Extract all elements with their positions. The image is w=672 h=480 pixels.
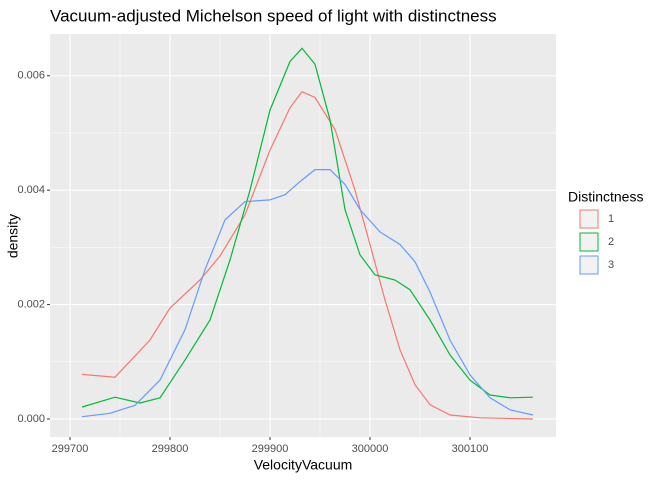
density-line bbox=[81, 47, 534, 408]
plot-panel bbox=[50, 34, 556, 437]
axes: 0.000 0.002 0.004 0.006 299700 299800 299900 30… bbox=[17, 70, 488, 455]
legend-key bbox=[579, 255, 599, 275]
x-tick-label: 300100 bbox=[452, 443, 489, 455]
y-tick-label: 0.004 bbox=[17, 184, 45, 196]
lines bbox=[81, 47, 534, 420]
x-tick-label: 299800 bbox=[152, 443, 189, 455]
legend-label: 1 bbox=[608, 213, 614, 225]
legend: 1 2 3 bbox=[579, 209, 614, 275]
x-tick-label: 300000 bbox=[352, 443, 389, 455]
y-axis-label: density bbox=[5, 214, 21, 258]
y-tick-label: 0.000 bbox=[17, 413, 45, 425]
grid bbox=[50, 34, 556, 437]
chart-title: Vacuum-adjusted Michelson speed of light… bbox=[50, 6, 497, 25]
x-axis-label: VelocityVacuum bbox=[254, 457, 353, 473]
legend-key bbox=[579, 209, 599, 229]
density-line bbox=[81, 91, 534, 420]
legend-title: Distinctness bbox=[568, 189, 643, 205]
legend-key bbox=[579, 232, 599, 252]
x-tick-label: 299700 bbox=[52, 443, 89, 455]
x-tick-label: 299900 bbox=[252, 443, 289, 455]
legend-label: 2 bbox=[608, 236, 614, 248]
y-tick-label: 0.002 bbox=[17, 298, 45, 310]
density-line bbox=[81, 169, 534, 418]
legend-label: 3 bbox=[608, 259, 614, 271]
y-tick-label: 0.006 bbox=[17, 70, 45, 82]
